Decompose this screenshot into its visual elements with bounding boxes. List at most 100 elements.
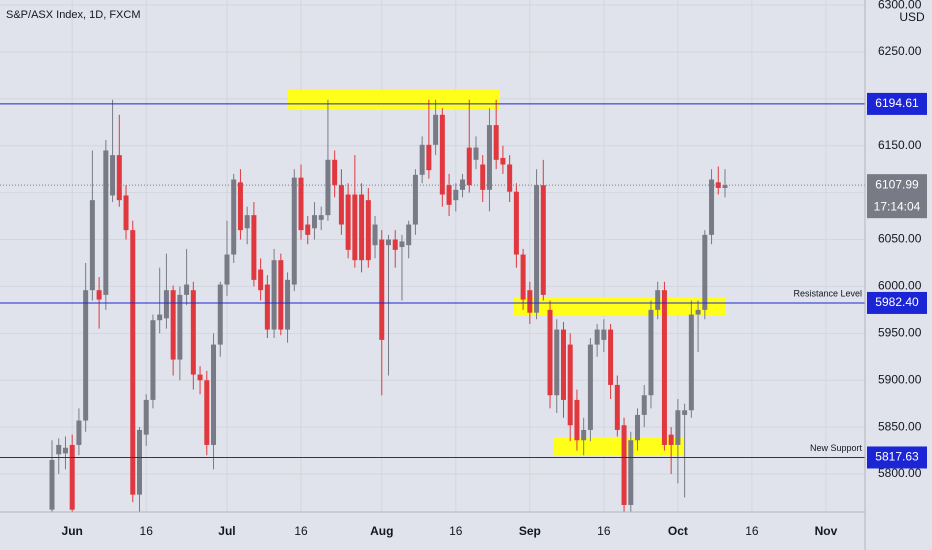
last-price-box [867, 174, 927, 219]
candle-body [466, 147, 472, 186]
candle-body [150, 320, 156, 400]
candle-body [69, 444, 75, 510]
candle-body [338, 185, 344, 225]
highlight-zones [288, 90, 726, 456]
candle-body [641, 395, 647, 415]
candle-body [628, 440, 634, 505]
level-price-label: 5982.40 [875, 295, 919, 309]
y-tick-label: 6300.00 [878, 0, 922, 11]
candle-body [76, 420, 82, 445]
candle-body [648, 309, 654, 396]
x-tick-label: 16 [294, 524, 308, 538]
candle-body [123, 195, 129, 231]
candle-body [264, 284, 270, 330]
candle-body [103, 150, 109, 295]
candle-body [231, 179, 237, 255]
x-tick-label: Sep [519, 524, 541, 538]
candle-body [702, 234, 708, 310]
candle-body [520, 254, 526, 300]
candle-body [298, 177, 304, 231]
highlight-zone [288, 90, 500, 110]
candle-body [110, 155, 116, 196]
y-tick-label: 5850.00 [878, 419, 922, 433]
candle-body [379, 239, 385, 340]
candle-body [587, 344, 593, 430]
last-price-label: 6107.99 [875, 177, 919, 191]
candle-body [661, 290, 667, 445]
candle-body [352, 194, 358, 261]
highlight-zone [554, 437, 684, 456]
candle-body [184, 284, 190, 295]
y-tick-label: 6150.00 [878, 138, 922, 152]
candle-body [547, 309, 553, 396]
candle-body [157, 314, 163, 321]
candle-body [507, 164, 513, 192]
candle-body [621, 425, 627, 505]
candle-body [177, 294, 183, 360]
highlight-zone [514, 297, 726, 315]
candle-body [560, 329, 566, 400]
level-name: New Support [810, 443, 863, 453]
candle-body [211, 344, 217, 445]
chart-title: S&P/ASX Index, 1D, FXCM [6, 9, 141, 21]
candles [49, 99, 728, 512]
candle-body [486, 125, 492, 190]
candle-body [614, 384, 620, 430]
candle-body [170, 290, 176, 360]
candle-body [136, 429, 142, 495]
candle-body [695, 309, 701, 315]
candle-body [554, 329, 560, 396]
candle-body [237, 182, 243, 231]
x-tick-label: 16 [745, 524, 759, 538]
candle-body [197, 374, 203, 381]
candle-body [325, 159, 331, 216]
candle-body [412, 174, 418, 225]
candle-body [439, 114, 445, 195]
candle-body [709, 179, 715, 235]
x-tick-label: Oct [668, 524, 688, 538]
candle-body [56, 444, 62, 455]
candle-body [419, 144, 425, 175]
candle-body [372, 224, 378, 246]
candle-body [318, 215, 324, 220]
candle-body [513, 191, 519, 255]
candle-body [204, 380, 210, 445]
x-tick-label: 16 [449, 524, 463, 538]
candle-body [49, 459, 55, 510]
candle-body [89, 200, 95, 291]
candle-body [345, 194, 351, 250]
candle-body [217, 284, 223, 345]
candle-body [96, 290, 102, 300]
candle-body [433, 114, 439, 145]
overlay: Resistance Level New Support [0, 103, 865, 458]
candle-body [190, 290, 196, 375]
level-price-label: 5817.63 [875, 450, 919, 464]
candle-body [130, 230, 136, 495]
candle-body [493, 125, 499, 160]
candle-body [116, 155, 122, 201]
candle-body [365, 200, 371, 261]
candle-body [291, 177, 297, 285]
candle-body [62, 447, 68, 454]
candle-body [386, 239, 391, 246]
candle-body [574, 399, 580, 441]
candle-body [655, 290, 661, 310]
candle-body [224, 254, 230, 285]
candle-body [668, 434, 674, 445]
level-price-box [867, 291, 927, 314]
candle-body [473, 147, 479, 160]
currency-label: USD [899, 10, 925, 24]
candle-body [83, 290, 89, 421]
candle-body [258, 269, 264, 291]
candle-body [480, 164, 486, 190]
candle-body [453, 189, 459, 201]
y-tick-label: 6250.00 [878, 44, 922, 58]
candle-body [311, 215, 317, 229]
candle-body [601, 329, 607, 340]
candle-body [722, 185, 728, 188]
candle-body [278, 260, 284, 330]
candle-body [567, 344, 573, 426]
candle-body [675, 410, 681, 445]
y-tick-label: 5950.00 [878, 326, 922, 340]
